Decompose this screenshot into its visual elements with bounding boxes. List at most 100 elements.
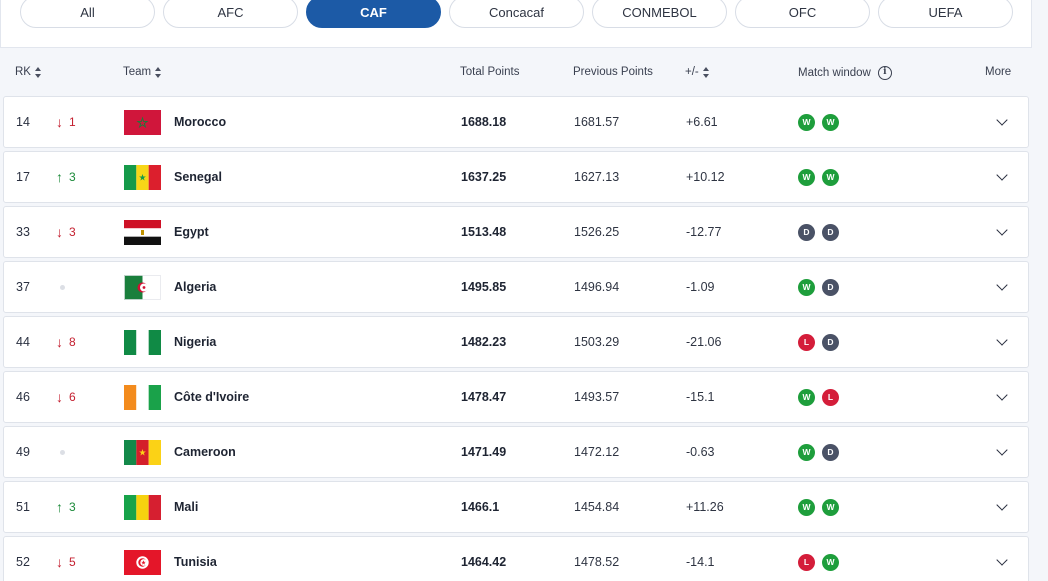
rank-change-value: 5 xyxy=(69,555,76,569)
sort-icon[interactable] xyxy=(702,66,710,78)
rank-change-value: 3 xyxy=(69,170,76,184)
tab-conmebol[interactable]: CONMEBOL xyxy=(592,0,727,28)
expand-row-button[interactable] xyxy=(991,262,1013,312)
rank-change: ↓ 5 xyxy=(56,537,76,581)
expand-row-button[interactable] xyxy=(991,317,1013,367)
total-points: 1688.18 xyxy=(461,115,507,129)
points-diff: +6.61 xyxy=(686,115,718,129)
expand-row-button[interactable] xyxy=(991,482,1013,532)
chevron-down-icon xyxy=(996,114,1008,126)
rank-change-value: 1 xyxy=(69,115,76,129)
team-name[interactable]: Côte d'Ivoire xyxy=(174,390,250,404)
tab-concacaf[interactable]: Concacaf xyxy=(449,0,584,28)
team-name[interactable]: Egypt xyxy=(174,225,209,239)
match-result-badge: D xyxy=(822,278,839,296)
expand-row-button[interactable] xyxy=(991,152,1013,202)
tab-afc[interactable]: AFC xyxy=(163,0,298,28)
header-previous-points: Previous Points xyxy=(573,66,653,78)
tab-caf[interactable]: CAF xyxy=(306,0,441,28)
chevron-down-icon xyxy=(996,389,1008,401)
match-result-badge: W xyxy=(798,168,815,186)
sort-icon[interactable] xyxy=(34,66,42,78)
points-diff: -14.1 xyxy=(686,555,715,569)
rank-change: ↓ 6 xyxy=(56,372,76,422)
info-icon[interactable]: i xyxy=(877,66,892,80)
total-points: 1513.48 xyxy=(461,225,507,239)
expand-row-button[interactable] xyxy=(991,97,1013,147)
team-name[interactable]: Senegal xyxy=(174,170,222,184)
table-row[interactable]: 46 ↓ 6 Côte d'Ivoire 1478.47 1493.57 -15.… xyxy=(3,371,1029,423)
match-result-badge: W xyxy=(798,498,815,516)
rank-value: 33 xyxy=(16,225,30,239)
previous-points: 1526.25 xyxy=(574,225,620,239)
team-name[interactable]: Mali xyxy=(174,500,199,514)
total-points: 1466.1 xyxy=(461,500,500,514)
expand-row-button[interactable] xyxy=(991,372,1013,422)
previous-points: 1503.29 xyxy=(574,335,620,349)
nigeria-flag-icon xyxy=(124,317,161,367)
rank-change: ↑ 3 xyxy=(56,152,76,202)
tab-uefa[interactable]: UEFA xyxy=(878,0,1013,28)
arrow-up-icon: ↑ xyxy=(56,169,63,185)
points-diff: -1.09 xyxy=(686,280,715,294)
previous-points: 1454.84 xyxy=(574,500,620,514)
match-result-badge: W xyxy=(798,388,815,406)
header-diff[interactable]: +/- xyxy=(685,66,710,78)
header-team[interactable]: Team xyxy=(123,66,162,78)
team-name[interactable]: Morocco xyxy=(174,115,227,129)
header-team-label: Team xyxy=(123,66,152,78)
team-name[interactable]: Cameroon xyxy=(174,445,236,459)
total-points: 1478.47 xyxy=(461,390,507,404)
rank-change xyxy=(56,262,65,312)
header-rank[interactable]: RK xyxy=(15,66,42,78)
tab-ofc[interactable]: OFC xyxy=(735,0,870,28)
sort-icon[interactable] xyxy=(155,66,162,78)
expand-row-button[interactable] xyxy=(991,537,1013,581)
arrow-down-icon: ↓ xyxy=(56,389,63,405)
team-name[interactable]: Algeria xyxy=(174,280,217,294)
expand-row-button[interactable] xyxy=(991,427,1013,477)
rank-change: ↓ 3 xyxy=(56,207,76,257)
chevron-down-icon xyxy=(996,224,1008,236)
points-diff: -0.63 xyxy=(686,445,715,459)
rank-value: 52 xyxy=(16,555,30,569)
match-result-badge: W xyxy=(798,113,815,131)
rank-value: 37 xyxy=(16,280,30,294)
total-points: 1471.49 xyxy=(461,445,507,459)
rank-change-value: 3 xyxy=(69,500,76,514)
rank-change-value: 6 xyxy=(69,390,76,404)
expand-row-button[interactable] xyxy=(991,207,1013,257)
team-name[interactable]: Tunisia xyxy=(174,555,217,569)
arrow-down-icon: ↓ xyxy=(56,224,63,240)
tab-all[interactable]: All xyxy=(20,0,155,28)
arrow-down-icon: ↓ xyxy=(56,554,63,570)
header-total-label: Total Points xyxy=(460,66,520,78)
previous-points: 1681.57 xyxy=(574,115,620,129)
match-result-badge: W xyxy=(798,278,815,296)
arrow-down-icon: ↓ xyxy=(56,114,63,130)
points-diff: +11.26 xyxy=(686,500,724,514)
points-diff: +10.12 xyxy=(686,170,725,184)
team-name[interactable]: Nigeria xyxy=(174,335,217,349)
rank-value: 46 xyxy=(16,390,30,404)
match-result-badge: D xyxy=(798,223,815,241)
rank-change xyxy=(56,427,65,477)
chevron-down-icon xyxy=(996,444,1008,456)
match-result-badge: D xyxy=(822,223,839,241)
chevron-down-icon xyxy=(996,334,1008,346)
